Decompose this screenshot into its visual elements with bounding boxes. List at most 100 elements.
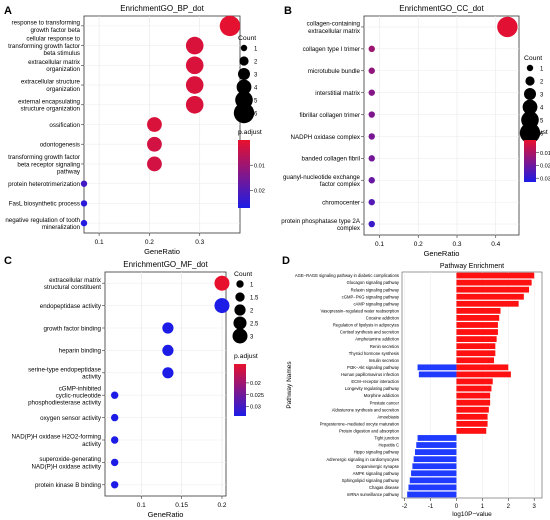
legend-size-dot [240,44,248,52]
pathway-label: Regulation of lipolysis in adipocytes [333,323,399,328]
pathway-bar [456,279,532,286]
legend-size-label: 6 [540,131,544,137]
category-label: transforming growth factor [8,154,80,161]
dot-point [110,391,119,399]
legend-size-label: 3 [250,334,254,340]
pathway-label: mRNA surveillance pathway [347,492,400,497]
legend-size-label: 4 [254,85,258,91]
pathway-bar [456,293,524,300]
dot-point [214,275,230,291]
pathway-bar [456,399,491,406]
legend-title: p.adjust [234,353,258,360]
pathway-bar [456,371,511,378]
dot-point [368,198,375,206]
category-label: collagen-containing [307,21,361,28]
pathway-bar [413,456,457,463]
pathway-bar [412,463,457,470]
category-label: interstitial matrix [315,90,361,97]
pathway-bar [414,449,457,455]
dot-point [185,56,204,75]
pathway-label: Adrenergic signaling in cardiomyocytes [326,457,399,462]
dot-point [368,177,375,184]
category-label: structural constituent [44,284,101,291]
pathway-bar [456,350,496,357]
category-label: NAD(P)H oxidase activity [32,463,102,470]
pathway-bar [456,343,496,350]
pathway-bar [417,364,457,371]
plot-area [104,271,227,497]
colorbar-tick-label: 0.02 [540,164,550,170]
category-label: odontogenesis [40,142,80,149]
dot-point [110,413,119,422]
category-label: activity [82,441,102,448]
colorbar-tick-label: 0.03 [250,405,261,411]
dot-point [214,298,230,314]
pathway-label: Longevity regulating pathway [345,386,400,391]
pathway-label: AMPK signaling pathway [353,471,400,476]
colorbar-tick-label: 0.03 [540,176,550,182]
dot-point [110,436,119,444]
pathway-bar [456,329,498,335]
pathway-bar [409,477,457,484]
category-label: beta receptor signaling [17,161,80,168]
pathway-label: Chagas disease [369,485,400,490]
x-tick-label: 0.4 [491,241,500,248]
x-tick-label: 0.1 [137,502,146,509]
category-label: collagen type I trimer [303,46,360,53]
category-label: NADPH oxidase complex [291,134,361,141]
pathway-label: Tight junction [374,436,399,441]
category-label: banded collagen fibril [302,156,360,163]
dot-point [185,76,204,94]
x-tick-label: 0.2 [414,241,423,248]
pathway-label: Progesterone−mediated oocyte maturation [320,421,400,426]
plot-area [363,15,520,236]
legend-colorbar [234,364,246,416]
pathway-bar [456,413,488,420]
category-label: NAD(P)H oxidase H2O2-forming [12,434,102,441]
legend-size-label: 2 [254,59,258,65]
x-tick-label: 1 [481,504,485,510]
category-label: negative regulation of tooth [5,217,80,224]
legend-size-label: 6 [254,111,258,117]
legend-size-dot [525,76,535,86]
panel-letter: A [4,5,12,17]
pathway-label: Human papillomavirus infection [341,372,400,377]
category-label: response to transforming [12,20,81,27]
pathway-bar [456,392,491,399]
pathway-bar [418,371,457,378]
legend-size-dot [236,280,244,288]
legend-title: Count [234,271,252,278]
colorbar-tick-label: 0.02 [250,381,261,387]
category-label: oxygen sensor activity [40,415,102,422]
pathway-label: Amphetamine addiction [355,337,399,342]
category-label: complex [337,225,361,232]
pathway-bar [456,385,492,392]
x-tick-label: 0.15 [175,502,188,509]
category-label: pathway [57,168,81,175]
legend-size-dot [233,316,247,330]
pathway-label: cAMP signaling pathway [353,301,399,306]
pathway-bar [456,315,500,321]
legend-size-label: 1 [250,282,254,288]
category-label: serine-type endopeptidase [28,367,101,374]
dot-point [147,117,162,132]
pathway-label: Morphine addiction [364,393,400,398]
chart-title: Pathway Enrichment [440,263,504,270]
legend-size-label: 5 [540,118,544,124]
x-tick-label: -2 [402,504,408,510]
dot-point [162,344,174,356]
category-label: microtubule bundle [308,68,361,75]
legend-size-dot [232,328,248,344]
pathway-label: AGE−RAGE signaling pathway in diabetic c… [295,273,399,278]
pathway-bar [456,378,493,385]
panel-letter: D [282,255,290,267]
x-axis-label: GeneRatio [144,247,180,256]
legend-title: p.adjust [524,129,548,136]
x-tick-label: 3 [533,504,537,510]
pathway-label: Relaxin signaling pathway [351,287,400,292]
colorbar-tick-label: 0.025 [250,393,264,399]
dot-point [368,89,375,96]
pathway-label: Sphingolipid signaling pathway [342,478,400,483]
legend-colorbar [238,140,250,208]
legend-size-dot [526,64,534,72]
